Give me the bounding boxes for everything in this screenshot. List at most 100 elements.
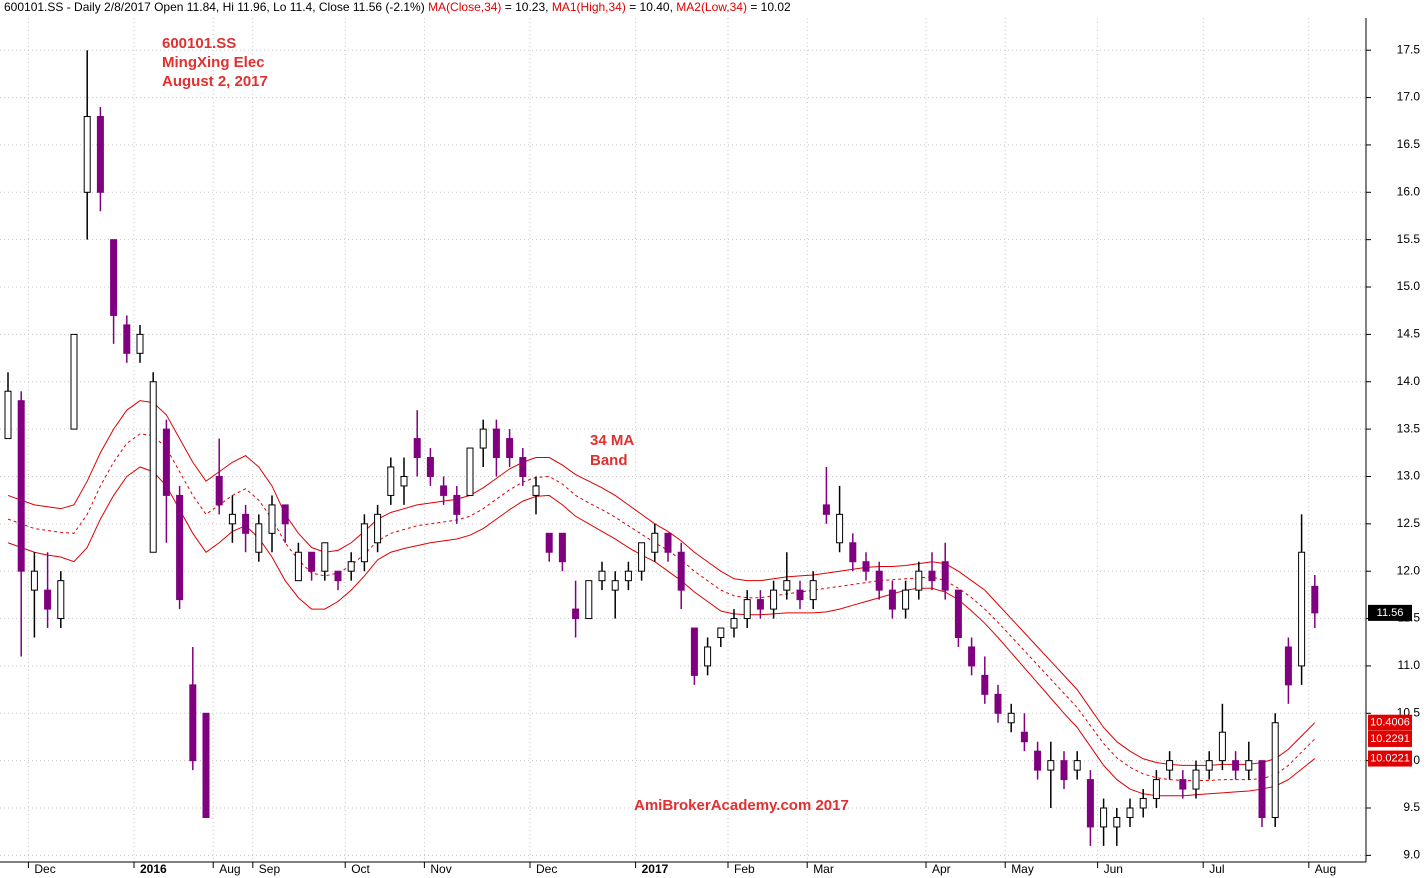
ma-last-label-box	[1368, 750, 1412, 767]
candle-body	[849, 542, 857, 563]
candle-body	[426, 457, 434, 477]
candle-body	[1218, 731, 1226, 762]
candle-body	[968, 646, 976, 667]
annotation: 600101.SS	[162, 35, 236, 52]
candle-body	[1152, 779, 1160, 800]
candle-body	[1047, 760, 1055, 771]
candle-body	[888, 589, 896, 610]
candle-body	[281, 504, 289, 525]
candle-body	[506, 438, 514, 459]
candle-body	[743, 599, 751, 620]
header-prefix: 600101.SS - Daily 2/8/2017 Open 11.84, H…	[4, 0, 425, 14]
x-tick-label: Aug	[219, 862, 240, 876]
candle-body	[1113, 816, 1121, 828]
y-tick-label: 13.5	[1397, 421, 1421, 435]
candle-body	[809, 580, 817, 601]
candle-body	[1298, 551, 1306, 667]
candle-body	[189, 684, 197, 762]
candle-body	[17, 400, 25, 572]
header-ma-value: = 10.02	[750, 0, 791, 14]
candle-body	[1139, 798, 1147, 809]
chart-header: 600101.SS - Daily 2/8/2017 Open 11.84, H…	[4, 0, 791, 14]
candle-body	[1034, 750, 1042, 771]
candle-body	[308, 551, 316, 572]
candle-body	[242, 513, 250, 534]
candle-body	[1073, 760, 1081, 771]
plot: 11.56 10.2291 10.4006 10.0221	[4, 50, 1412, 846]
watermark: AmiBrokerAcademy.com 2017	[634, 797, 849, 814]
candle-body	[519, 457, 527, 477]
x-tick-label: 2016	[140, 862, 167, 876]
y-tick-label: 16.5	[1397, 137, 1421, 151]
ma-last-label: 10.2291	[1370, 733, 1410, 745]
candle-body	[915, 570, 923, 591]
candle-body	[783, 580, 791, 591]
y-tick-label: 11.0	[1398, 658, 1421, 672]
y-tick-label: 12.0	[1397, 563, 1421, 577]
candle-body	[176, 494, 184, 601]
candle-body	[1086, 779, 1094, 828]
candle-body	[202, 712, 210, 818]
candle-body	[928, 570, 936, 582]
header-ma-name: MA(Close,34)	[428, 0, 501, 14]
candle-body	[875, 570, 883, 591]
candle-body	[1232, 760, 1240, 771]
candle-body	[941, 561, 949, 591]
candle-body	[255, 523, 263, 553]
candle-body	[400, 475, 408, 487]
candle-body	[83, 116, 91, 193]
candle-body	[611, 580, 619, 591]
candle-body	[1192, 769, 1200, 790]
candle-body	[1060, 760, 1068, 781]
candle-body	[228, 513, 236, 525]
candle-body	[123, 324, 131, 354]
x-tick-label: Feb	[734, 862, 755, 876]
candle-body	[44, 589, 52, 610]
candle-body	[110, 239, 118, 316]
candle-body	[862, 561, 870, 572]
candle-body	[585, 580, 593, 620]
candle-body	[558, 532, 566, 563]
candle-body	[4, 390, 12, 440]
candle-body	[492, 428, 500, 459]
candle-body	[677, 551, 685, 591]
x-tick-label: Dec	[536, 862, 557, 876]
annotation: Band	[590, 452, 628, 469]
candle-body	[981, 674, 989, 695]
x-tick-label: Oct	[351, 862, 370, 876]
x-tick-label: Aug	[1315, 862, 1336, 876]
annotation: August 2, 2017	[162, 73, 268, 90]
candle-body	[387, 466, 395, 496]
candle-body	[1007, 712, 1015, 724]
x-tick-label: Jun	[1104, 862, 1123, 876]
candle-body	[545, 532, 553, 553]
candle-body	[57, 580, 65, 620]
ma-line	[7, 466, 1316, 797]
ma-last-label-box	[1368, 714, 1412, 731]
candle-body	[149, 381, 157, 553]
x-tick-label: Apr	[932, 862, 951, 876]
candle-body	[1271, 722, 1279, 818]
last-close-label: 11.56	[1377, 607, 1404, 619]
candle-body	[954, 589, 962, 639]
candle-body	[1311, 585, 1319, 614]
y-tick-label: 12.5	[1397, 516, 1421, 530]
candle-body	[624, 570, 632, 582]
candle-body	[730, 618, 738, 629]
x-tick-label: May	[1011, 862, 1034, 876]
annotation: MingXing Elec	[162, 54, 265, 71]
header-ma-name: MA2(Low,34)	[676, 0, 747, 14]
candle-body	[360, 523, 368, 563]
annotation: 34 MA	[590, 432, 634, 449]
candle-body	[162, 428, 170, 496]
candle-body	[1205, 760, 1213, 771]
candle-body	[70, 333, 78, 430]
candle-body	[413, 438, 421, 459]
candle-body	[690, 627, 698, 676]
candle-body	[321, 542, 329, 572]
candle-body	[440, 485, 448, 496]
candle-body	[479, 428, 487, 449]
candle-body	[598, 570, 606, 582]
y-tick-label: 15.0	[1397, 279, 1421, 293]
